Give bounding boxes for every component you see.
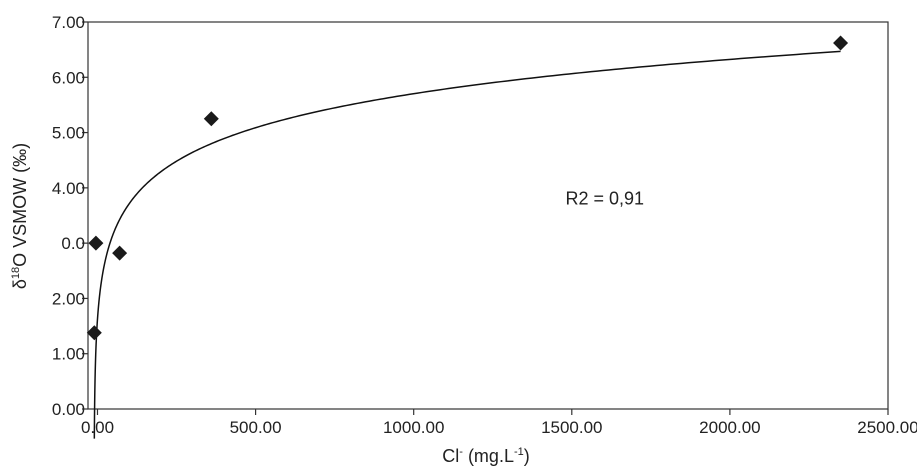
- data-points: [86, 35, 849, 341]
- plot-area-frame: [87, 21, 889, 410]
- x-tick-label: 500.00: [230, 418, 282, 437]
- y-axis-title: δ18O VSMOW (‰): [10, 143, 30, 289]
- y-tick-label: 6.00: [52, 68, 85, 87]
- y-tick-label: 4.00: [52, 179, 85, 198]
- y-tick-label: 2.00: [52, 289, 85, 308]
- y-tick-label: 5.00: [52, 124, 85, 143]
- x-tick-label: 1000.00: [383, 418, 444, 437]
- x-tick-label: 2000.00: [699, 418, 760, 437]
- y-tick-label: 0.00: [52, 400, 85, 419]
- y-axis: 0.00 1.00 2.00 0.0 4.00 5.00 6.00 7.00: [52, 13, 88, 419]
- x-tick-label: 1500.00: [541, 418, 602, 437]
- x-tick-label: 2500.00: [857, 418, 917, 437]
- x-tick-label: 0.00: [81, 418, 114, 437]
- log-trendline: [93, 50, 841, 439]
- data-point-marker: [833, 35, 849, 51]
- y-tick-label: 1.00: [52, 345, 85, 364]
- y-tick-label: 0.0: [61, 234, 85, 253]
- x-axis-title: Cl- (mg.L-1): [442, 446, 529, 466]
- x-axis: 0.00 500.00 1000.00 1500.00 2000.00 2500.00: [81, 409, 917, 437]
- data-point-marker: [86, 325, 102, 341]
- r-squared-annotation: R2 = 0,91: [565, 188, 644, 208]
- data-point-marker: [88, 235, 104, 251]
- data-point-marker: [203, 111, 219, 127]
- data-point-marker: [112, 245, 128, 261]
- y-tick-label: 7.00: [52, 13, 85, 32]
